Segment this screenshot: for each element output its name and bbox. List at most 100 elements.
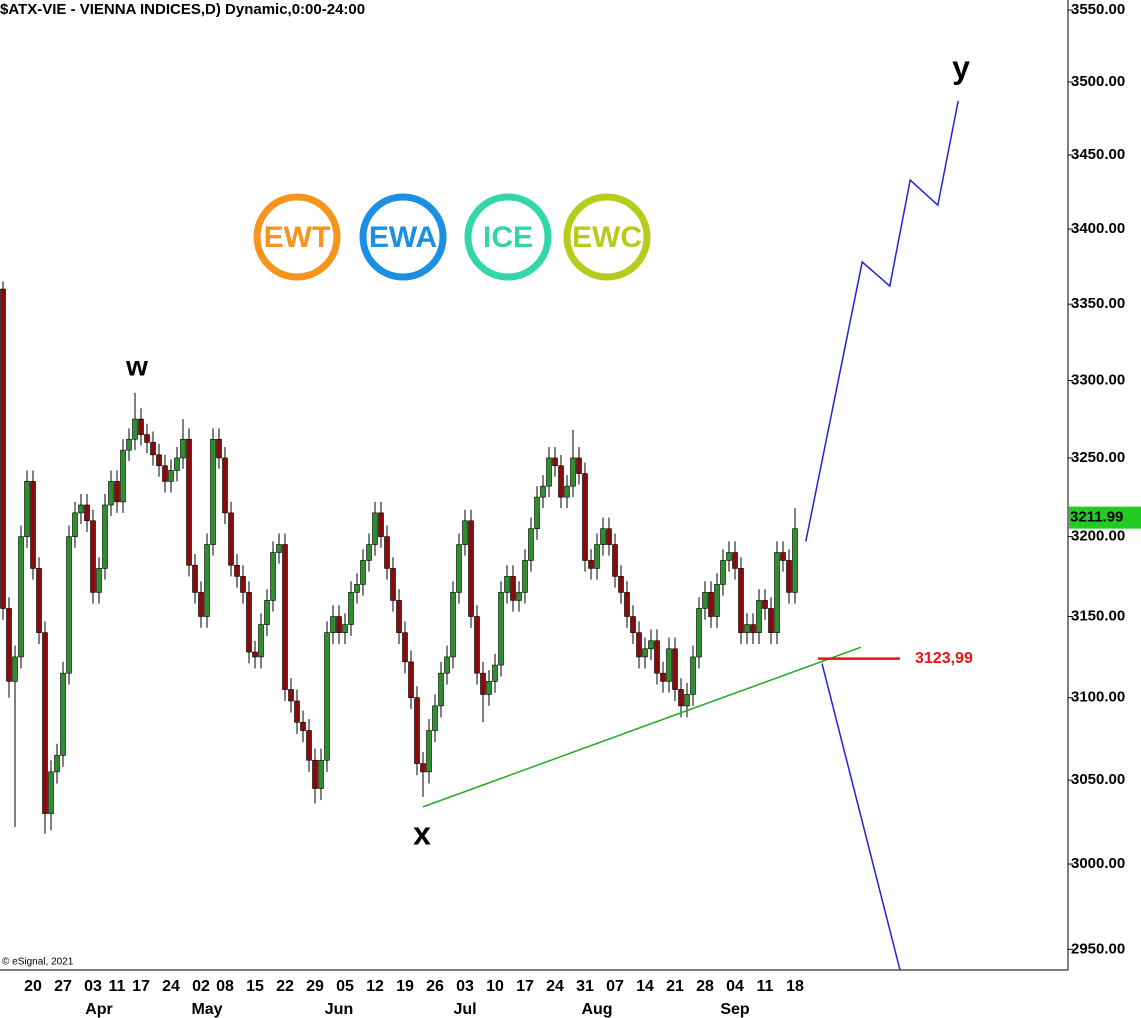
candle-body — [276, 544, 282, 553]
candle-body — [510, 576, 516, 601]
candle-body — [294, 700, 300, 723]
candle-body — [174, 457, 180, 471]
copyright: © eSignal, 2021 — [2, 957, 74, 968]
candle-body — [474, 616, 480, 674]
projection-line — [821, 663, 901, 971]
candle-body — [786, 560, 792, 593]
y-tick-label: 3300.00 — [1071, 371, 1125, 388]
x-tick-label: 19 — [396, 978, 414, 995]
candle-body — [168, 470, 174, 482]
wave-label: w — [125, 350, 148, 381]
candle-body — [720, 560, 726, 585]
candle-body — [462, 520, 468, 545]
candle-body — [522, 560, 528, 593]
y-tick-label: 3000.00 — [1071, 855, 1125, 872]
candle-body — [96, 568, 102, 593]
candle-body — [630, 616, 636, 633]
candle-body — [18, 536, 24, 658]
candle-body — [12, 656, 18, 682]
y-tick-label: 3250.00 — [1071, 449, 1125, 466]
candle-body — [420, 763, 426, 773]
month-label: May — [191, 1001, 222, 1018]
candle-body — [6, 608, 12, 682]
candle-body — [162, 465, 168, 482]
candle-body — [282, 544, 288, 690]
candle-body — [636, 632, 642, 658]
candle-body — [504, 576, 510, 593]
badge-ring — [464, 193, 552, 281]
candle-body — [186, 438, 192, 566]
candle-body — [228, 512, 234, 566]
candle-body — [360, 560, 366, 585]
candle-body — [678, 689, 684, 707]
candle-body — [222, 457, 228, 514]
y-tick-label: 3050.00 — [1071, 771, 1125, 788]
y-tick-label: 3400.00 — [1071, 220, 1125, 237]
badge-text: ICE — [483, 221, 533, 254]
candle-body — [396, 600, 402, 633]
candle-body — [498, 592, 504, 666]
candle-body — [672, 648, 678, 690]
candle-body — [36, 568, 42, 633]
x-tick-label: 29 — [306, 978, 324, 995]
candle-body — [240, 576, 246, 593]
candle-body — [402, 632, 408, 663]
y-tick-label: 3550.00 — [1071, 1, 1125, 18]
x-tick-label: 03 — [84, 978, 102, 995]
candle-body — [66, 536, 72, 674]
candle-body — [72, 512, 78, 537]
x-tick-label: 12 — [366, 978, 384, 995]
candle-body — [372, 512, 378, 545]
candle-body — [330, 616, 336, 633]
x-tick-label: 20 — [24, 978, 42, 995]
candle-body — [126, 438, 132, 451]
candle-body — [588, 560, 594, 569]
y-tick-label: 3150.00 — [1071, 607, 1125, 624]
candle-body — [492, 664, 498, 682]
badge-text: EWC — [572, 221, 642, 254]
candle-body — [714, 584, 720, 617]
candle-body — [324, 632, 330, 761]
candle-body — [60, 672, 66, 756]
candle-body — [684, 694, 690, 707]
x-tick-label: 04 — [726, 978, 744, 995]
x-tick-label: 07 — [606, 978, 624, 995]
candle-body — [348, 592, 354, 625]
x-tick-label: 02 — [192, 978, 210, 995]
candle-body — [30, 481, 36, 569]
candle-body — [792, 528, 798, 593]
candle-body — [258, 624, 264, 658]
candle-body — [318, 759, 324, 789]
x-tick-label: 26 — [426, 978, 444, 995]
badge-text: EWT — [264, 221, 331, 254]
candle-body — [144, 434, 150, 443]
x-tick-label: 28 — [696, 978, 714, 995]
candle-body — [708, 592, 714, 617]
candle-body — [486, 681, 492, 695]
x-tick-label: 11 — [109, 978, 126, 995]
candle-body — [696, 608, 702, 658]
badges: EWT EWA ICE EWC — [253, 193, 651, 281]
candle-body — [732, 552, 738, 569]
candle-body — [552, 457, 558, 467]
last-price-label: 3211.99 — [1070, 509, 1123, 526]
candle-body — [210, 438, 216, 545]
candle-body — [264, 600, 270, 625]
candle-body — [528, 528, 534, 561]
candle-body — [204, 544, 210, 617]
x-tick-label: 24 — [546, 978, 564, 995]
x-tick-label: 15 — [246, 978, 264, 995]
month-label: Jul — [453, 1001, 476, 1018]
candle-body — [756, 600, 762, 633]
candle-body — [252, 651, 258, 658]
x-tick-label: 24 — [162, 978, 180, 995]
x-tick-label: 11 — [757, 978, 774, 995]
x-tick-label: 08 — [216, 978, 234, 995]
candle-body — [54, 754, 60, 773]
candle-body — [642, 648, 648, 658]
projection-line — [805, 100, 959, 542]
candle-body — [198, 592, 204, 617]
candle-body — [414, 697, 420, 764]
candle-body — [48, 771, 54, 814]
candle-body — [648, 640, 654, 650]
